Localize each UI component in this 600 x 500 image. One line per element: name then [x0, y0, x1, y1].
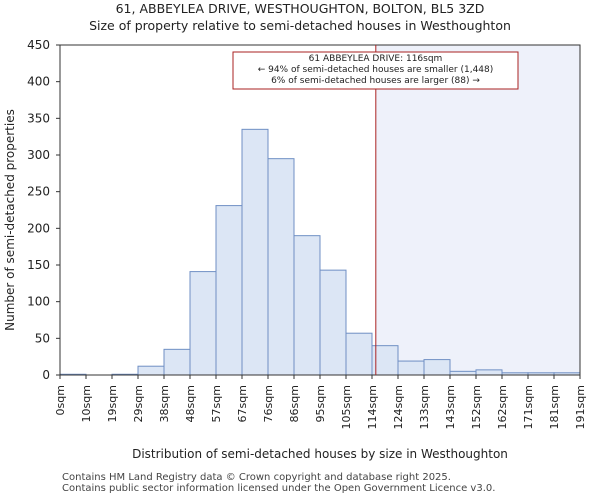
x-tick-label: 124sqm [392, 385, 405, 429]
x-tick-label: 105sqm [340, 385, 353, 429]
annotation-line-3: 6% of semi-detached houses are larger (8… [271, 76, 480, 86]
bar-86sqm [293, 235, 321, 376]
bar-152sqm [475, 369, 503, 376]
x-tick-label: 114sqm [366, 385, 379, 429]
bar-95sqm [319, 269, 347, 376]
annotation-line-1: 61 ABBEYLEA DRIVE: 116sqm [309, 54, 443, 64]
x-tick-label: 181sqm [548, 385, 561, 429]
x-tick-label: 48sqm [184, 385, 197, 422]
chart-subtitle: Size of property relative to semi-detach… [89, 18, 511, 33]
footer-line-1: Contains HM Land Registry data © Crown c… [62, 472, 451, 483]
bar-114sqm [371, 345, 399, 376]
y-tick-label: 150 [27, 258, 50, 272]
x-tick-label: 19sqm [106, 385, 119, 422]
x-tick-label: 86sqm [288, 385, 301, 422]
annotation-box [232, 51, 519, 90]
y-tick-label: 200 [27, 221, 50, 235]
x-tick-label: 67sqm [236, 385, 249, 422]
y-tick-label: 250 [27, 185, 50, 199]
x-tick-label: 10sqm [80, 385, 93, 422]
y-axis-label: Number of semi-detached properties [3, 109, 17, 331]
x-tick-label: 29sqm [132, 385, 145, 422]
bar-38sqm [163, 348, 191, 376]
x-tick-label: 162sqm [496, 385, 509, 429]
x-tick-label: 152sqm [470, 385, 483, 429]
y-tick-label: 450 [27, 38, 50, 52]
bar-143sqm [449, 370, 477, 376]
y-tick-label: 100 [27, 295, 50, 309]
x-axis-label: Distribution of semi-detached houses by … [132, 447, 508, 461]
annotation-line-2: ← 94% of semi-detached houses are smalle… [258, 65, 494, 75]
x-tick-label: 191sqm [574, 385, 587, 429]
x-tick-label: 38sqm [158, 385, 171, 422]
bar-133sqm [423, 359, 451, 376]
x-tick-label: 171sqm [522, 385, 535, 429]
x-tick-label: 133sqm [418, 385, 431, 429]
footer-line-2: Contains public sector information licen… [62, 483, 496, 494]
y-tick-label: 400 [27, 75, 50, 89]
bar-105sqm [345, 332, 373, 376]
bar-48sqm [189, 271, 217, 376]
x-tick-label: 0sqm [54, 385, 67, 415]
chart-title: 61, ABBEYLEA DRIVE, WESTHOUGHTON, BOLTON… [115, 1, 485, 16]
bar-57sqm [215, 205, 243, 376]
y-tick-label: 50 [35, 331, 50, 345]
x-tick-label: 143sqm [444, 385, 457, 429]
y-tick-label: 350 [27, 111, 50, 125]
bar-67sqm [241, 128, 269, 376]
bar-29sqm [137, 365, 165, 376]
x-tick-label: 57sqm [210, 385, 223, 422]
y-tick-label: 0 [42, 368, 50, 382]
y-tick-label: 300 [27, 148, 50, 162]
x-tick-label: 76sqm [262, 385, 275, 422]
x-tick-label: 95sqm [314, 385, 327, 422]
bar-76sqm [267, 158, 295, 376]
larger-region-shade [375, 45, 580, 375]
bar-124sqm [397, 360, 425, 376]
